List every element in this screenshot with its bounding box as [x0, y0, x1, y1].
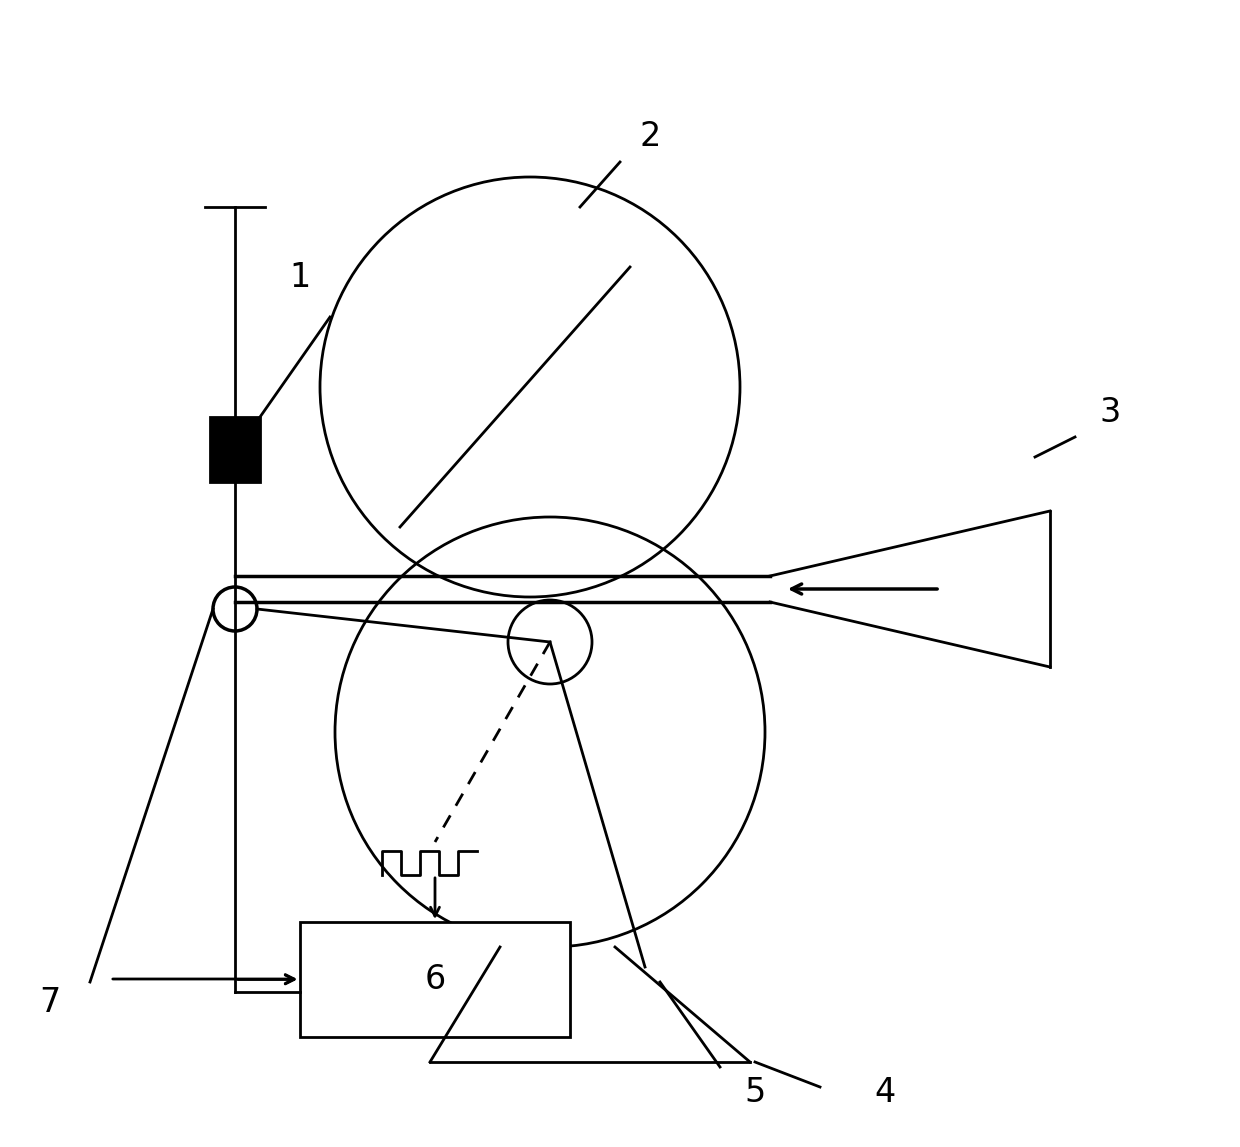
- Text: 5: 5: [744, 1076, 765, 1108]
- Text: 6: 6: [424, 963, 445, 996]
- Text: 1: 1: [289, 260, 311, 294]
- Bar: [210, 418, 260, 482]
- Bar: [300, 922, 570, 1037]
- Text: 4: 4: [874, 1076, 895, 1108]
- Text: 2: 2: [640, 120, 661, 154]
- Text: 3: 3: [1100, 396, 1121, 429]
- Text: 7: 7: [40, 985, 61, 1019]
